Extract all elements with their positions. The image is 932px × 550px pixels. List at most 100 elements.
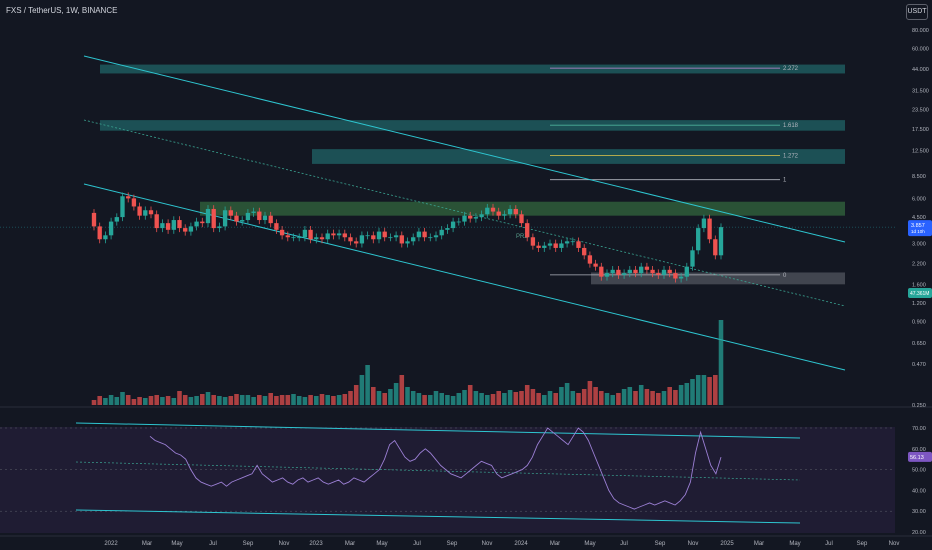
volume-bar xyxy=(302,397,308,405)
candle-body xyxy=(661,269,667,275)
volume-bar xyxy=(308,395,313,405)
time-axis-tick: Jul xyxy=(825,541,833,547)
candle-body xyxy=(148,210,154,215)
candle-body xyxy=(713,239,718,256)
volume-bar xyxy=(456,393,462,405)
volume-bar xyxy=(410,391,416,405)
price-axis-tick: 8.500 xyxy=(912,174,926,180)
volume-bar xyxy=(165,396,171,405)
candle-body xyxy=(479,214,484,218)
candle-body xyxy=(285,235,290,238)
volume-bar xyxy=(473,391,479,405)
candle-body xyxy=(302,229,308,238)
candle-body xyxy=(570,241,575,243)
volume-bar xyxy=(222,397,228,405)
time-axis-tick: Sep xyxy=(447,541,458,547)
volume-bar xyxy=(587,381,593,405)
volume-bar xyxy=(171,398,177,405)
price-axis-tick: 0.900 xyxy=(912,320,926,326)
fib-label: 1 xyxy=(783,178,787,184)
price-axis-tick: 80.000 xyxy=(912,28,929,34)
candle-body xyxy=(314,237,319,240)
volume-bar xyxy=(593,387,598,405)
candle-body xyxy=(416,231,422,238)
candle-body xyxy=(610,269,615,274)
candle-body xyxy=(656,273,661,275)
volume-bar xyxy=(200,394,205,405)
volume-bar xyxy=(530,389,536,405)
candle-body xyxy=(177,220,182,229)
candle-body xyxy=(165,223,171,230)
candle-body xyxy=(342,233,347,238)
volume-bar xyxy=(502,393,507,405)
price-axis-tick: 0.650 xyxy=(912,341,926,347)
volume-bar xyxy=(376,391,382,405)
candle-body xyxy=(279,229,285,236)
volume-bar xyxy=(262,396,268,405)
volume-bar xyxy=(120,392,125,405)
candle-body xyxy=(388,237,393,239)
volume-bar xyxy=(667,387,672,405)
candle-body xyxy=(200,221,205,224)
candle-body xyxy=(325,233,330,240)
time-axis-tick: Nov xyxy=(889,541,900,547)
volume-bar xyxy=(718,320,724,405)
volume-bar xyxy=(331,396,336,405)
volume-bar xyxy=(621,389,627,405)
volume-bar xyxy=(467,385,473,405)
rsi-current-value: 56.13 xyxy=(910,455,924,461)
volume-bar xyxy=(268,393,273,405)
candle-body xyxy=(194,221,199,227)
volume-bar xyxy=(695,375,701,405)
volume-bar xyxy=(353,385,359,405)
time-axis-tick: Sep xyxy=(243,541,254,547)
volume-bar xyxy=(359,375,365,405)
candle-body xyxy=(331,233,336,236)
volume-bar xyxy=(365,365,370,405)
candle-body xyxy=(376,231,382,240)
candle-body xyxy=(576,241,581,248)
volume-bar xyxy=(507,390,513,405)
quote-currency-button[interactable]: USDT xyxy=(906,4,928,20)
candle-body xyxy=(718,227,724,256)
candle-body xyxy=(120,196,125,218)
time-axis-tick: 2022 xyxy=(104,541,118,547)
candle-body xyxy=(257,211,262,221)
candle-body xyxy=(433,235,439,238)
volume-bar xyxy=(388,389,393,405)
time-axis-tick: Nov xyxy=(482,541,493,547)
candle-body xyxy=(456,221,461,223)
candle-body xyxy=(696,228,701,251)
candle-body xyxy=(667,269,672,274)
price-axis-tick: 31.500 xyxy=(912,89,929,95)
time-axis-tick: Nov xyxy=(688,541,699,547)
volume-bar xyxy=(371,387,376,405)
candle-body xyxy=(445,228,450,230)
candle-body xyxy=(171,220,176,230)
candle-body xyxy=(439,229,444,236)
candle-body xyxy=(707,218,712,240)
candle-body xyxy=(183,228,188,232)
volume-bar xyxy=(228,396,234,405)
volume-bar xyxy=(137,397,142,405)
zone-1.8 xyxy=(591,272,845,285)
candle-body xyxy=(291,237,296,239)
volume-tag xyxy=(908,288,932,299)
volume-bar xyxy=(496,391,501,405)
price-axis-tick: 2.200 xyxy=(912,262,926,268)
candle-body xyxy=(143,210,148,216)
candle-body xyxy=(137,206,142,216)
rsi-axis-tick: 30.00 xyxy=(912,509,926,515)
rsi-upper-trendline xyxy=(75,422,801,439)
candle-body xyxy=(644,266,650,270)
volume-bar xyxy=(405,387,410,405)
time-axis-tick: Sep xyxy=(655,541,666,547)
volume-bar xyxy=(348,391,353,405)
time-axis-tick: 2024 xyxy=(514,541,528,547)
candle-body xyxy=(536,245,541,248)
rsi-axis-tick: 50.00 xyxy=(912,468,926,474)
volume-bar xyxy=(148,396,154,405)
rsi-axis-tick: 40.00 xyxy=(912,488,926,494)
candle-body xyxy=(559,243,564,248)
